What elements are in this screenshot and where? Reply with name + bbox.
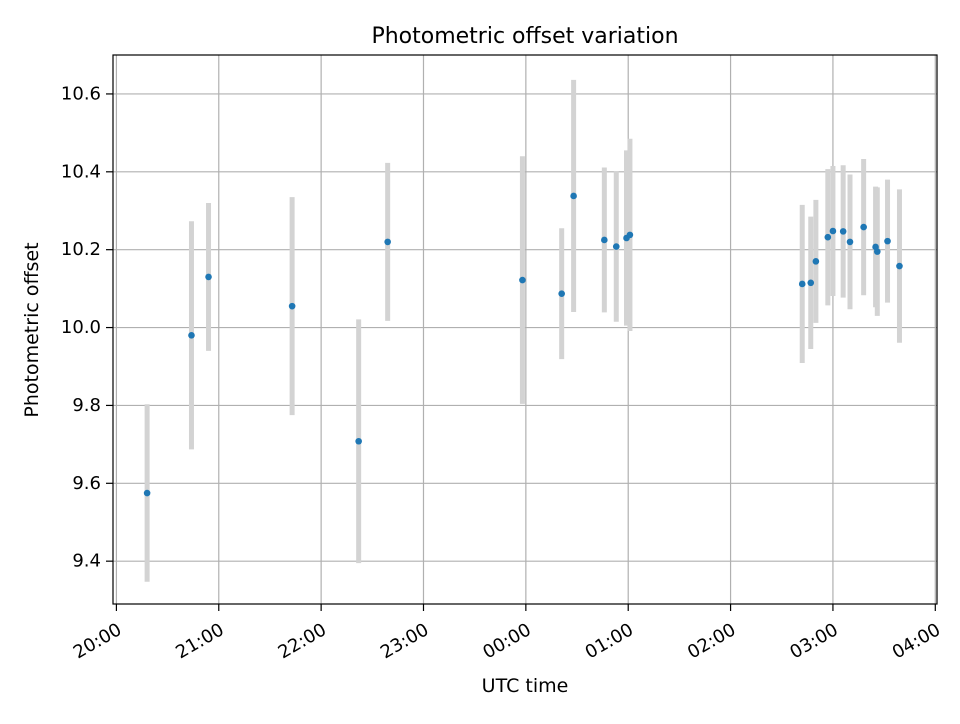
x-axis-ticks: 20:00 21:00 22:00 23:00 00:00 01:00 02:00 03:00… [70, 604, 944, 663]
data-point [846, 238, 854, 246]
y-tick-label: 9.8 [72, 395, 101, 416]
data-point [355, 437, 362, 445]
data-point [829, 227, 837, 235]
data-points [143, 192, 903, 497]
data-point [807, 279, 815, 287]
data-point [884, 237, 891, 245]
x-tick-label: 04:00 [889, 619, 944, 663]
data-point [205, 273, 212, 281]
y-tick-label: 9.6 [72, 473, 101, 494]
data-point [896, 262, 903, 270]
data-point [570, 192, 577, 200]
data-point [860, 223, 867, 231]
y-tick-label: 10.2 [61, 239, 101, 260]
y-tick-label: 9.4 [72, 551, 101, 572]
x-tick-label: 23:00 [377, 619, 432, 663]
y-tick-label: 10.4 [61, 161, 101, 182]
plot-frame [112, 54, 938, 605]
error-bars [144, 79, 902, 582]
data-point [519, 276, 526, 284]
data-point [812, 258, 820, 265]
x-tick-label: 20:00 [70, 619, 125, 663]
data-point [288, 302, 296, 310]
x-axis-label: UTC time [482, 675, 569, 697]
y-tick-label: 10.0 [61, 317, 101, 338]
data-point [626, 231, 634, 239]
data-point [798, 280, 806, 288]
chart-title: Photometric offset variation [371, 24, 678, 49]
data-point [612, 243, 620, 250]
x-tick-label: 03:00 [786, 619, 841, 663]
data-point [558, 290, 565, 297]
data-point [188, 332, 195, 339]
x-tick-label: 22:00 [275, 619, 330, 663]
data-point [839, 228, 847, 235]
data-point [143, 489, 151, 497]
data-point [384, 238, 391, 246]
data-point [601, 236, 608, 244]
data-point [824, 233, 832, 241]
data-point [873, 248, 881, 255]
y-tick-label: 10.6 [61, 83, 101, 104]
y-axis-label: Photometric offset [21, 242, 43, 417]
x-tick-label: 00:00 [479, 619, 534, 663]
y-axis-ticks: 9.4 9.6 9.8 10.0 10.2 10.4 10.6 [61, 83, 113, 572]
x-tick-label: 02:00 [684, 619, 739, 663]
x-tick-label: 01:00 [582, 619, 637, 663]
grid [113, 55, 937, 604]
x-tick-label: 21:00 [172, 619, 227, 663]
